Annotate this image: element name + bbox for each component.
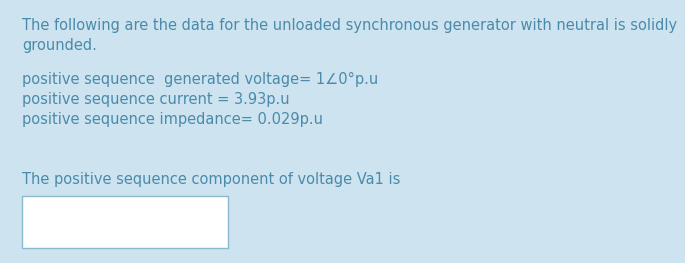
Text: The positive sequence component of voltage Va1 is: The positive sequence component of volta… — [22, 172, 400, 187]
Text: positive sequence impedance= 0.029p.u: positive sequence impedance= 0.029p.u — [22, 112, 323, 127]
FancyBboxPatch shape — [22, 196, 228, 248]
Text: positive sequence  generated voltage= 1∠0°p.u: positive sequence generated voltage= 1∠0… — [22, 72, 378, 87]
Text: grounded.: grounded. — [22, 38, 97, 53]
Text: The following are the data for the unloaded synchronous generator with neutral i: The following are the data for the unloa… — [22, 18, 677, 33]
Text: positive sequence current = 3.93p.u: positive sequence current = 3.93p.u — [22, 92, 290, 107]
